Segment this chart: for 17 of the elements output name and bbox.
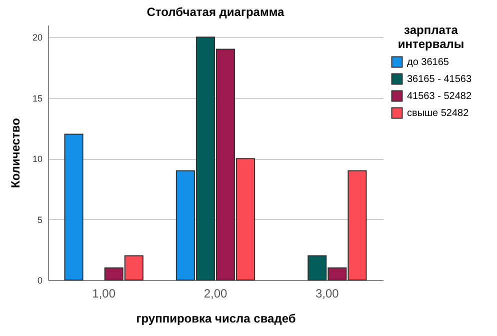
x-tick-label: 1,00 [92,286,116,300]
y-tick-label: 15 [32,93,42,104]
legend-label: до 36165 [407,57,450,68]
chart-title: Столбчатая диаграмма [146,5,285,19]
y-tick-label: 20 [32,32,42,43]
x-tick-label: 3,00 [315,286,340,300]
y-tick-label: 5 [37,214,42,225]
x-tick-label: 2,00 [204,286,228,300]
legend-label: свыше 52482 [407,108,470,119]
y-tick-label: 10 [32,154,42,164]
legend-title: зарплата интервалы [398,23,464,51]
y-axis-title: Количество [8,118,22,188]
legend-label: 36165 - 41563 [407,74,472,85]
legend-label: 41563 - 52482 [407,91,472,102]
bar [64,134,84,280]
y-tick-label: 0 [37,276,42,286]
x-axis-title: группировка числа свадеб [136,312,296,326]
